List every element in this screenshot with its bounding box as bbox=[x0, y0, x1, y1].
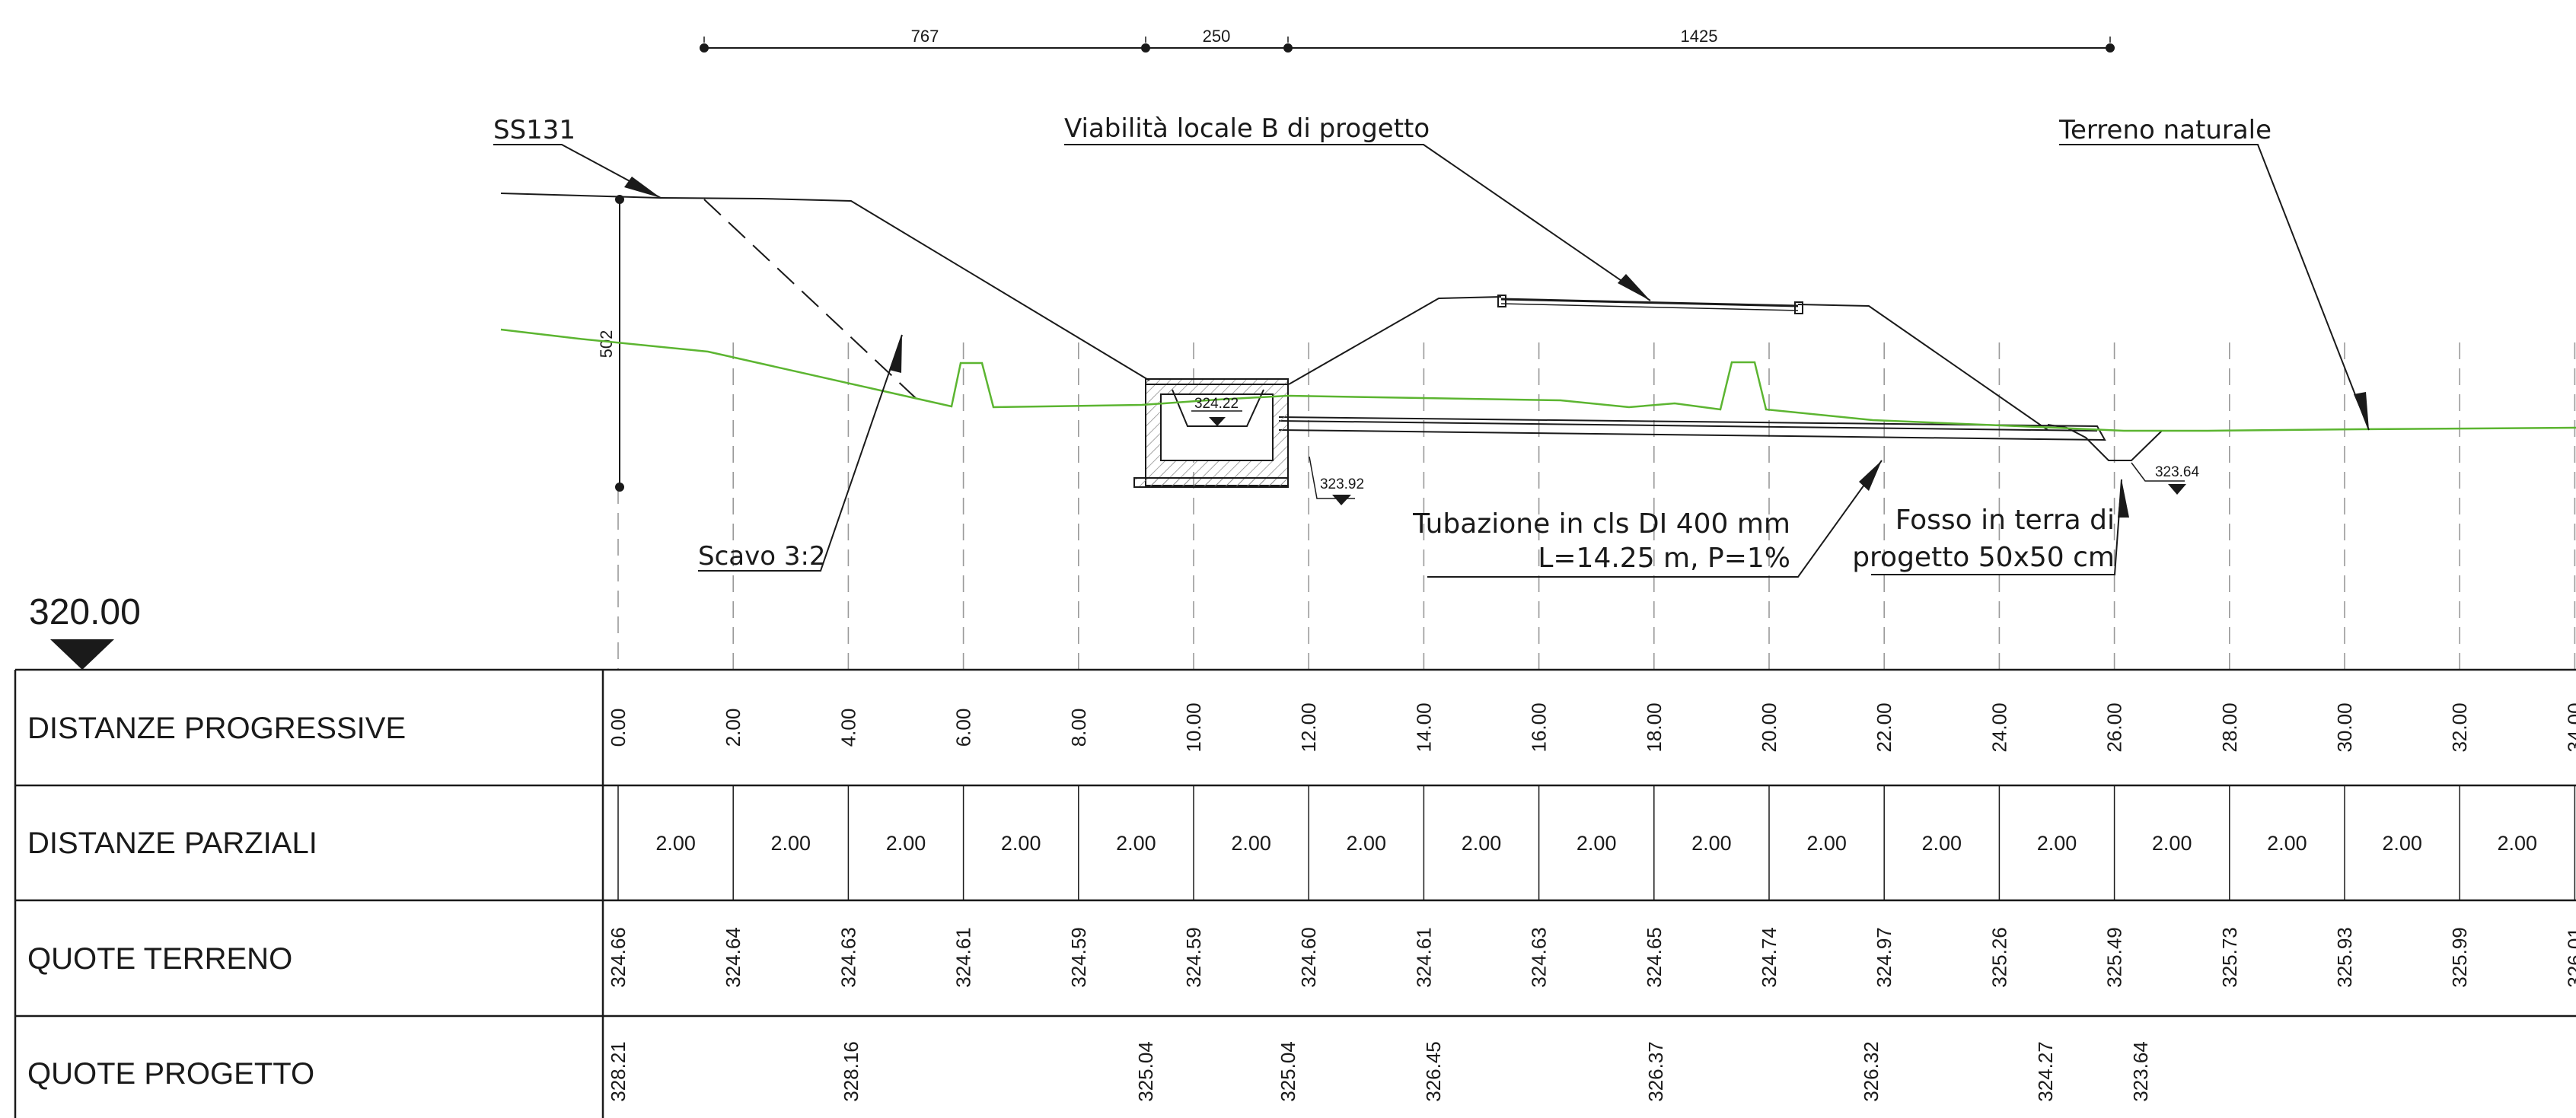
project-elevation-cells: 328.21 328.16 325.04 325.04 326.45 326.37 326.… bbox=[607, 1041, 2152, 1102]
progressive-distance-value: 22.00 bbox=[1873, 702, 1895, 752]
partial-distance-value: 2.00 bbox=[2152, 832, 2192, 855]
progressive-distance-value: 32.00 bbox=[2448, 702, 2471, 752]
elevation-mark-323-92: 323.92 bbox=[1309, 456, 1364, 505]
project-elevation-value: 325.04 bbox=[1134, 1041, 1157, 1102]
label-fosso-1: Fosso in terra di bbox=[1895, 505, 2115, 536]
terrain-elevation-value: 325.93 bbox=[2333, 927, 2356, 988]
label-scavo: Scavo 3:2 bbox=[698, 541, 826, 572]
partial-distance-value: 2.00 bbox=[1922, 832, 1962, 855]
project-elevation-value: 325.04 bbox=[1277, 1041, 1299, 1102]
label-tubazione-1: Tubazione in cls DI 400 mm bbox=[1412, 508, 1790, 540]
label-ss131: SS131 bbox=[493, 115, 575, 145]
partial-distance-cells: 2.00 2.00 2.00 2.00 2.00 2.00 2.00 2.00 2.00 2.00… bbox=[655, 832, 2537, 855]
leader-arrowheads bbox=[624, 177, 2369, 518]
svg-text:323.92: 323.92 bbox=[1320, 476, 1364, 492]
partial-distance-value: 2.00 bbox=[2498, 832, 2538, 855]
partial-distance-value: 2.00 bbox=[2037, 832, 2077, 855]
project-elevation-value: 326.37 bbox=[1644, 1041, 1667, 1102]
row-header-partial: DISTANZE PARZIALI bbox=[27, 827, 317, 860]
dimension-1425: 1425 bbox=[1681, 27, 1718, 46]
terrain-elevation-value: 324.63 bbox=[1528, 927, 1551, 988]
progressive-distance-value: 30.00 bbox=[2333, 702, 2356, 752]
progressive-distance-value: 4.00 bbox=[837, 709, 859, 747]
dimension-250: 250 bbox=[1203, 27, 1231, 46]
label-terreno-naturale: Terreno naturale bbox=[2058, 115, 2272, 145]
row-header-project: QUOTE PROGETTO bbox=[27, 1057, 314, 1091]
row-header-terrain: QUOTE TERRENO bbox=[27, 942, 292, 976]
project-elevation-value: 328.16 bbox=[840, 1041, 862, 1102]
progressive-distance-value: 26.00 bbox=[2103, 702, 2126, 752]
elevation-mark-324-22: 324.22 bbox=[1191, 396, 1242, 426]
terrain-elevation-value: 324.64 bbox=[722, 927, 744, 988]
progressive-distance-value: 34.00 bbox=[2563, 702, 2576, 752]
dimension-502: 502 bbox=[597, 330, 616, 358]
partial-distance-dividers bbox=[617, 785, 2576, 900]
partial-distance-value: 2.00 bbox=[1691, 832, 1732, 855]
progressive-distance-value: 18.00 bbox=[1643, 702, 1666, 752]
svg-text:323.64: 323.64 bbox=[2155, 464, 2200, 480]
terrain-elevation-value: 325.49 bbox=[2103, 927, 2126, 988]
partial-distance-value: 2.00 bbox=[771, 832, 811, 855]
partial-distance-value: 2.00 bbox=[2382, 832, 2422, 855]
terrain-elevation-value: 325.99 bbox=[2448, 927, 2471, 988]
partial-distance-value: 2.00 bbox=[886, 832, 926, 855]
row-header-progressive: DISTANZE PROGRESSIVE bbox=[27, 712, 406, 745]
elevation-mark-323-64: 323.64 bbox=[2131, 462, 2200, 495]
partial-distance-value: 2.00 bbox=[1231, 832, 1271, 855]
progressive-distance-value: 2.00 bbox=[722, 709, 744, 747]
progressive-distance-value: 28.00 bbox=[2218, 702, 2241, 752]
terrain-elevation-value: 325.26 bbox=[1988, 927, 2010, 988]
terrain-elevation-value: 324.97 bbox=[1873, 927, 1895, 988]
progressive-distance-value: 14.00 bbox=[1412, 702, 1435, 752]
partial-distance-value: 2.00 bbox=[1001, 832, 1041, 855]
terrain-elevation-value: 324.61 bbox=[1412, 927, 1435, 988]
terrain-elevation-value: 324.59 bbox=[1182, 927, 1205, 988]
profile-table-grid bbox=[14, 668, 2576, 1118]
progressive-distance-value: 10.00 bbox=[1182, 702, 1205, 752]
progressive-distance-value: 16.00 bbox=[1528, 702, 1551, 752]
project-elevation-value: 324.27 bbox=[2034, 1041, 2057, 1102]
terrain-elevation-value: 326.01 bbox=[2563, 927, 2576, 988]
terrain-elevation-value: 325.73 bbox=[2218, 927, 2241, 988]
project-elevation-value: 323.64 bbox=[2129, 1041, 2152, 1102]
progressive-distance-value: 6.00 bbox=[952, 709, 975, 747]
progressive-distance-value: 0.00 bbox=[607, 709, 630, 747]
terrain-elevation-cells: 324.66 324.64 324.63 324.61 324.59 324.59 324.… bbox=[607, 927, 2576, 988]
partial-distance-value: 2.00 bbox=[1806, 832, 1847, 855]
partial-distance-value: 2.00 bbox=[1347, 832, 1387, 855]
label-fosso-2: progetto 50x50 cm bbox=[1852, 542, 2115, 573]
partial-distance-value: 2.00 bbox=[2267, 832, 2307, 855]
progressive-distance-value: 8.00 bbox=[1067, 709, 1090, 747]
terrain-profile bbox=[500, 328, 2576, 432]
svg-text:324.22: 324.22 bbox=[1194, 396, 1239, 412]
terrain-elevation-value: 324.65 bbox=[1643, 927, 1666, 988]
partial-distance-value: 2.00 bbox=[655, 832, 696, 855]
terrain-elevation-value: 324.59 bbox=[1067, 927, 1090, 988]
terrain-elevation-value: 324.61 bbox=[952, 927, 975, 988]
station-guide-lines bbox=[617, 342, 2576, 670]
partial-distance-value: 2.00 bbox=[1116, 832, 1156, 855]
reference-elevation: 320.00 bbox=[29, 592, 141, 632]
label-tubazione-2: L=14.25 m, P=1% bbox=[1538, 543, 1790, 574]
terrain-elevation-value: 324.63 bbox=[837, 927, 859, 988]
partial-distance-value: 2.00 bbox=[1462, 832, 1502, 855]
terrain-elevation-value: 324.74 bbox=[1758, 927, 1781, 988]
top-dimension-chain bbox=[700, 37, 2115, 53]
progressive-distance-value: 12.00 bbox=[1297, 702, 1320, 752]
dimension-767: 767 bbox=[911, 27, 939, 46]
partial-distance-value: 2.00 bbox=[1577, 832, 1617, 855]
design-profile bbox=[500, 193, 2163, 461]
leader-lines bbox=[493, 144, 2370, 578]
label-viabilita: Viabilità locale B di progetto bbox=[1064, 113, 1430, 144]
project-elevation-value: 326.45 bbox=[1422, 1041, 1445, 1102]
progressive-distance-value: 24.00 bbox=[1988, 702, 2010, 752]
project-elevation-value: 328.21 bbox=[607, 1041, 630, 1102]
progressive-distance-cells: 0.00 2.00 4.00 6.00 8.00 10.00 12.00 14.00 16.00… bbox=[607, 702, 2576, 752]
terrain-elevation-value: 324.60 bbox=[1297, 927, 1320, 988]
terrain-elevation-value: 324.66 bbox=[607, 927, 630, 988]
progressive-distance-value: 20.00 bbox=[1758, 702, 1781, 752]
project-elevation-value: 326.32 bbox=[1860, 1041, 1883, 1102]
reference-triangle-icon bbox=[50, 639, 114, 670]
